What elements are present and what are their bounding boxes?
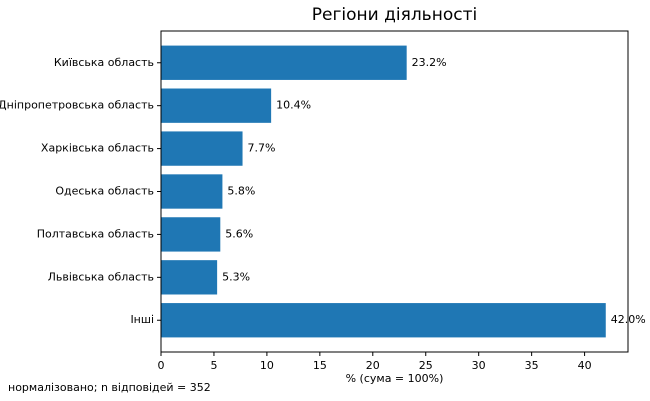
y-tick-label: Одеська область bbox=[55, 185, 154, 198]
bar bbox=[161, 45, 407, 80]
bar bbox=[161, 131, 243, 166]
footnote: нормалізовано; n відповідей = 352 bbox=[8, 381, 211, 394]
bar bbox=[161, 303, 606, 338]
x-tick-label: 15 bbox=[313, 359, 327, 372]
x-tick-label: 0 bbox=[158, 359, 165, 372]
value-label: 5.8% bbox=[227, 185, 255, 198]
x-tick-label: 40 bbox=[578, 359, 592, 372]
x-tick-label: 5 bbox=[210, 359, 217, 372]
x-tick-label: 10 bbox=[260, 359, 274, 372]
y-tick-label: Полтавська область bbox=[37, 227, 154, 240]
value-label: 10.4% bbox=[276, 99, 311, 112]
x-tick-label: 30 bbox=[472, 359, 486, 372]
y-tick-label: Дніпропетровська область bbox=[0, 99, 154, 112]
value-label: 7.7% bbox=[248, 142, 276, 155]
bar bbox=[161, 260, 218, 295]
y-tick-label: Львівська область bbox=[48, 270, 154, 283]
bar bbox=[161, 88, 272, 123]
bar bbox=[161, 217, 221, 252]
bar bbox=[161, 174, 223, 209]
value-label: 5.3% bbox=[222, 270, 250, 283]
value-label: 23.2% bbox=[412, 56, 447, 69]
y-tick-label: Харківська область bbox=[41, 142, 154, 155]
x-tick-label: 35 bbox=[525, 359, 539, 372]
chart-title: Регіони діяльності bbox=[312, 5, 477, 25]
x-tick-label: 20 bbox=[366, 359, 380, 372]
value-label: 5.6% bbox=[225, 227, 253, 240]
y-tick-label: Інші bbox=[130, 313, 154, 326]
y-tick-label: Київська область bbox=[54, 56, 154, 69]
x-axis-label: % (сума = 100%) bbox=[346, 372, 444, 385]
x-tick-label: 25 bbox=[419, 359, 433, 372]
plot-frame bbox=[160, 30, 629, 353]
